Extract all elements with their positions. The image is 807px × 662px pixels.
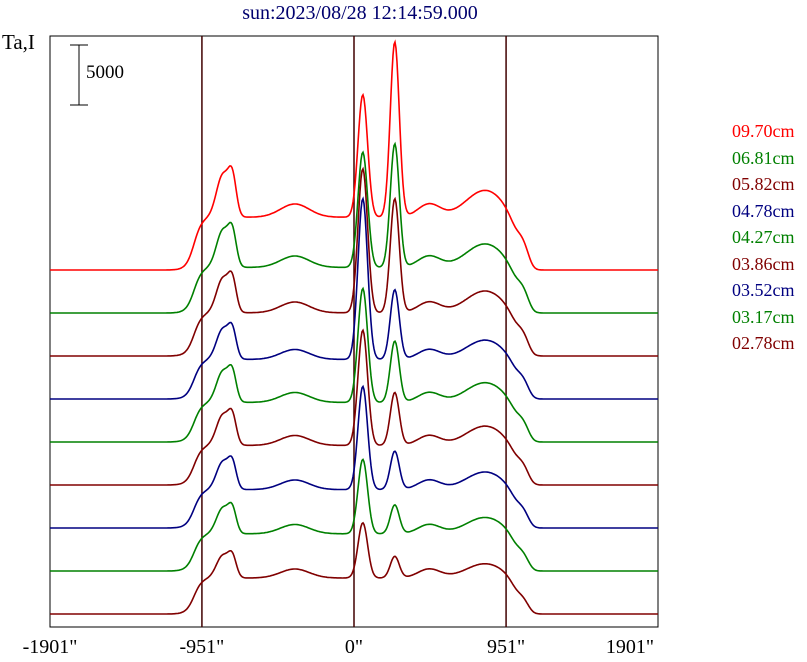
series-layer <box>50 39 658 615</box>
legend: 09.70cm 06.81cm 05.82cm 04.78cm 04.27cm 03.86… <box>732 118 795 357</box>
series-line-02.78cm <box>50 521 658 615</box>
series-line-03.52cm <box>50 384 658 529</box>
series-line-09.70cm <box>50 39 658 271</box>
legend-entry: 03.17cm <box>732 306 795 327</box>
series-line-04.27cm <box>50 286 658 443</box>
series-line-03.17cm <box>50 458 658 572</box>
series-line-06.81cm <box>50 141 658 314</box>
chart-title: sun:2023/08/28 12:14:59.000 <box>242 2 478 24</box>
x-tick-label: -951" <box>179 636 225 658</box>
x-tick-label: 951" <box>486 636 526 658</box>
legend-entry: 06.81cm <box>732 147 795 168</box>
legend-entry: 04.78cm <box>732 200 795 221</box>
series-line-05.82cm <box>50 166 658 357</box>
scale-bar-label: 5000 <box>86 62 124 83</box>
x-tick-label: 1901" <box>605 636 655 658</box>
legend-entry: 03.52cm <box>732 280 795 300</box>
legend-entry: 03.86cm <box>732 253 795 274</box>
x-tick-label: 0" <box>344 636 364 658</box>
legend-entry: 02.78cm <box>732 333 795 353</box>
y-axis-label: Ta,I <box>2 30 35 54</box>
series-line-03.86cm <box>50 328 658 486</box>
legend-entry: 05.82cm <box>732 174 795 194</box>
legend-entry: 04.27cm <box>732 227 795 247</box>
series-line-04.78cm <box>50 196 658 400</box>
legend-entry: 09.70cm <box>732 121 795 141</box>
x-tick-label: -1901" <box>22 636 78 658</box>
